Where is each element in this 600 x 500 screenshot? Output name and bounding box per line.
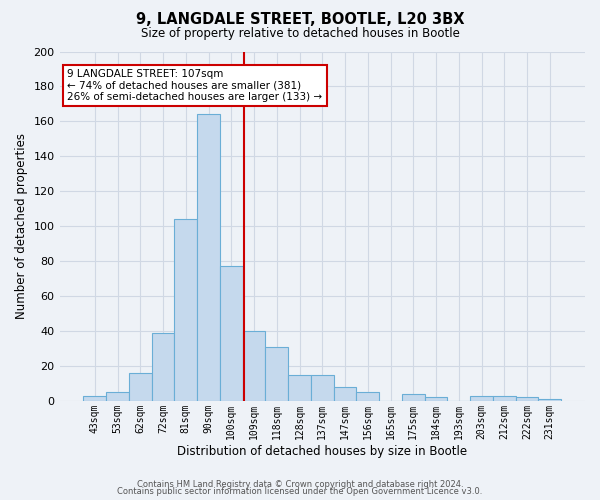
Bar (242, 331, 265, 401)
Bar (425, 398, 448, 401)
X-axis label: Distribution of detached houses by size in Bootle: Distribution of detached houses by size … (177, 444, 467, 458)
Bar (175, 219, 197, 401)
Bar (311, 374, 334, 401)
Bar (288, 374, 311, 401)
Bar (106, 392, 129, 401)
Bar (265, 347, 288, 401)
Bar (334, 387, 356, 401)
Bar (402, 394, 425, 401)
Bar (152, 333, 175, 401)
Bar (356, 392, 379, 401)
Bar (493, 396, 515, 401)
Y-axis label: Number of detached properties: Number of detached properties (15, 133, 28, 319)
Bar (470, 396, 493, 401)
Bar (220, 266, 242, 401)
Text: Contains HM Land Registry data © Crown copyright and database right 2024.: Contains HM Land Registry data © Crown c… (137, 480, 463, 489)
Bar (197, 114, 220, 401)
Text: Size of property relative to detached houses in Bootle: Size of property relative to detached ho… (140, 28, 460, 40)
Bar (129, 373, 152, 401)
Bar (83, 396, 106, 401)
Bar (538, 399, 561, 401)
Text: 9, LANGDALE STREET, BOOTLE, L20 3BX: 9, LANGDALE STREET, BOOTLE, L20 3BX (136, 12, 464, 28)
Text: Contains public sector information licensed under the Open Government Licence v3: Contains public sector information licen… (118, 487, 482, 496)
Bar (515, 398, 538, 401)
Text: 9 LANGDALE STREET: 107sqm
← 74% of detached houses are smaller (381)
26% of semi: 9 LANGDALE STREET: 107sqm ← 74% of detac… (67, 69, 323, 102)
